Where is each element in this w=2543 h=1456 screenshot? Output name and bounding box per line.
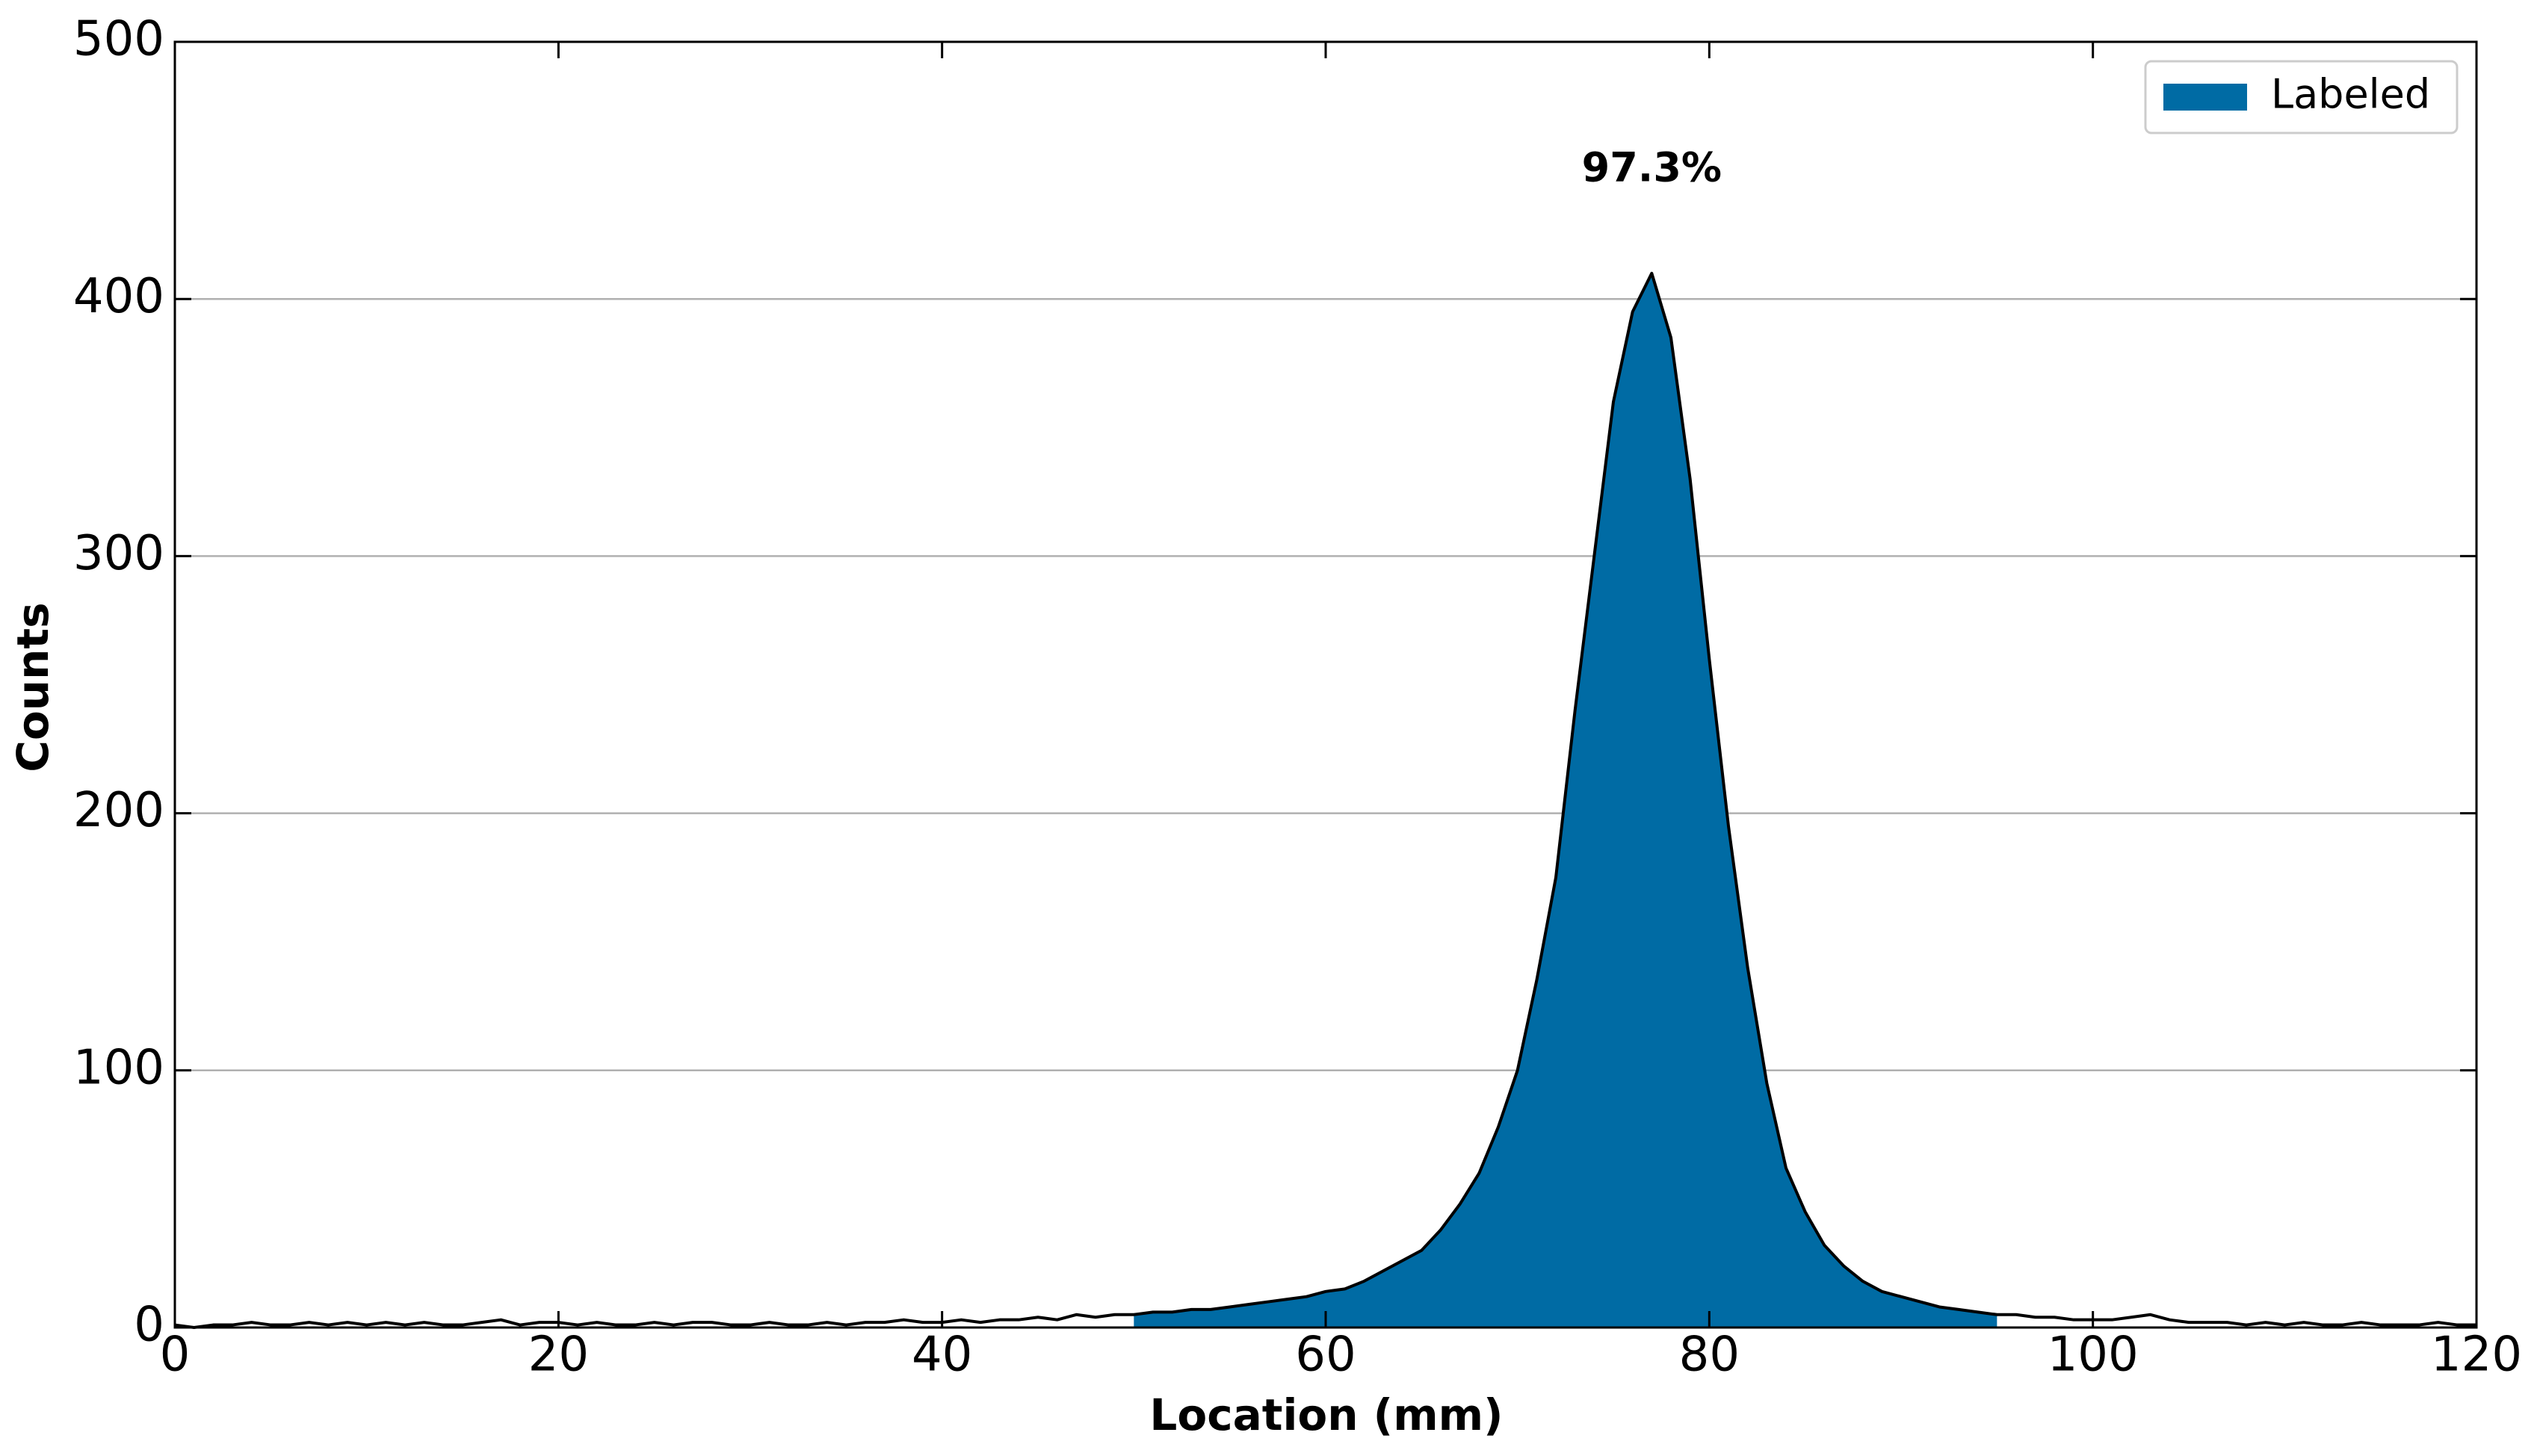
x-tick-label: 40 (912, 1328, 972, 1383)
x-tick-label: 60 (1295, 1328, 1356, 1383)
plot-frame (173, 40, 2478, 1329)
y-tick-label: 200 (73, 783, 164, 838)
y-tick-label: 500 (73, 12, 164, 67)
x-tick-label: 80 (1679, 1328, 1740, 1383)
y-axis-label: Counts (7, 602, 58, 772)
legend-swatch (2163, 84, 2247, 111)
y-tick-label: 400 (73, 269, 164, 324)
x-tick-label: 20 (528, 1328, 589, 1383)
line (174, 271, 2476, 1329)
y-tick-label: 0 (134, 1298, 164, 1353)
x-tick-label: 0 (160, 1328, 191, 1383)
x-tick-label: 100 (2048, 1328, 2139, 1383)
legend-box (2144, 60, 2459, 134)
x-tick-label: 120 (2431, 1328, 2522, 1383)
legend-label: Labeled (2271, 71, 2430, 118)
x-axis-label: Location (mm) (1149, 1390, 1503, 1440)
annotation: 97.3% (1582, 144, 1722, 191)
y-tick-label: 300 (73, 526, 164, 581)
y-tick-label: 100 (73, 1040, 164, 1095)
